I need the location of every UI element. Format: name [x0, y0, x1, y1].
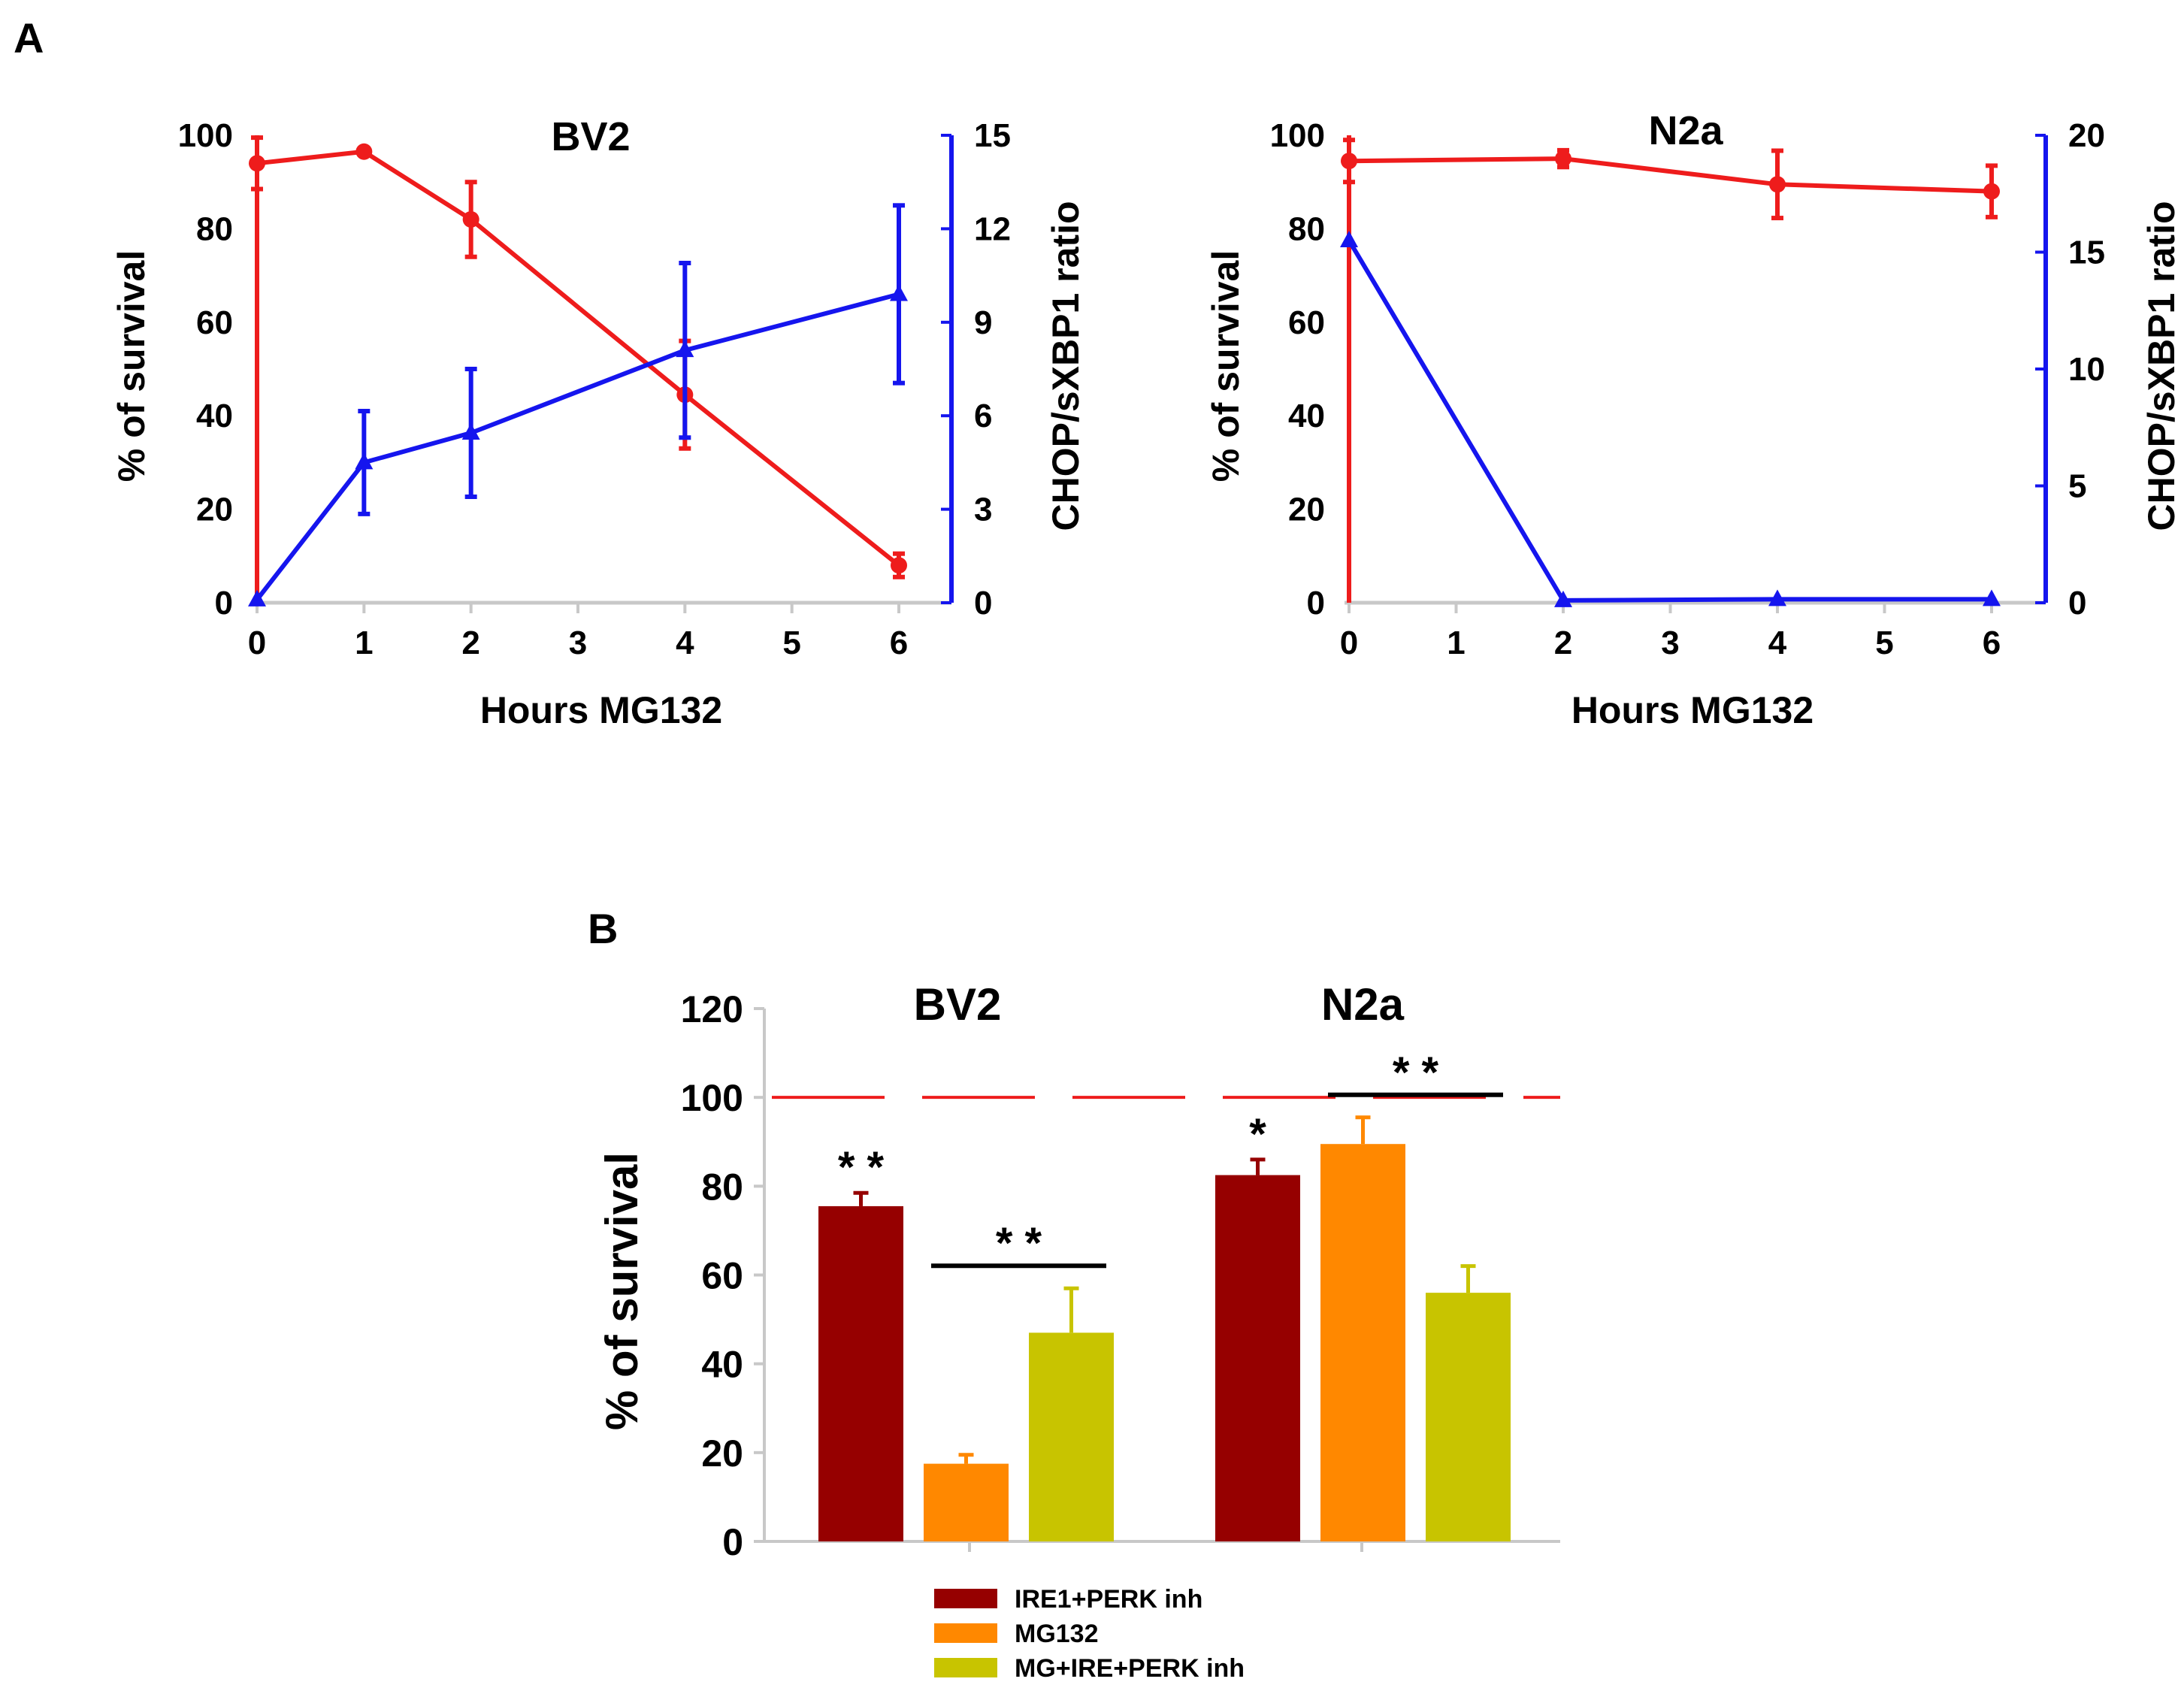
panel-label-a: A	[14, 14, 44, 62]
chart-bv2-y2-tick-label: 9	[974, 304, 992, 341]
chart-n2a-chop-point	[1554, 590, 1572, 607]
chart-bv2-y-tick-label: 100	[178, 117, 233, 154]
chart-n2a-y-tick-label: 80	[1288, 210, 1325, 247]
bar-y-tick-label: 20	[701, 1432, 743, 1475]
chart-n2a-y-tick-label: 40	[1288, 398, 1325, 434]
chart-bv2-chop-point	[461, 423, 480, 440]
legend-swatch-mg-ire-perk	[934, 1658, 997, 1677]
chart-n2a-y-tick-label: 60	[1288, 304, 1325, 341]
chart-n2a-line: N2a Hours MG132 % of survival CHOP/sXBP1…	[1205, 108, 2182, 731]
chart-bv2-y2-tick-label: 0	[974, 585, 992, 622]
chart-n2a-y2-tick-label: 0	[2068, 585, 2086, 622]
chart-bv2-line: BV2 Hours MG132 % of survival CHOP/sXBP1…	[110, 114, 1087, 731]
chart-bv2-y2-tick-label: 6	[974, 398, 992, 434]
chart-bv2-x-tick-label: 4	[676, 625, 694, 661]
chart-bv2-x-tick-label: 2	[461, 625, 479, 661]
chart-bv2-y2-tick-label: 12	[974, 210, 1011, 247]
chart-bv2-y2-tick-label: 3	[974, 492, 992, 528]
chart-n2a-xlabel: Hours MG132	[1571, 689, 1813, 731]
bar-chart-ylabel: % of survival	[597, 1152, 647, 1430]
chart-bv2-survival-point	[891, 557, 907, 574]
chart-bv2-y-tick-label: 60	[196, 304, 233, 341]
panel-label-b: B	[588, 905, 618, 952]
bar-significance-star: * *	[1393, 1048, 1439, 1097]
chart-bv2-y-tick-label: 40	[196, 398, 233, 434]
chart-n2a-y-tick-label: 100	[1270, 117, 1325, 154]
chart-n2a-title: N2a	[1648, 108, 1723, 153]
chart-n2a-chop-point	[1768, 589, 1786, 606]
chart-bv2-chop-point	[676, 340, 694, 358]
chart-bv2-survival-point	[462, 210, 479, 228]
chart-bv2-chop-point	[355, 452, 374, 470]
chart-bv2-y2label: CHOP/sXBP1 ratio	[1045, 201, 1087, 531]
chart-n2a-y-tick-label: 0	[1307, 585, 1325, 622]
chart-n2a-chop-point	[1340, 230, 1358, 247]
bar-y-tick-label: 40	[701, 1344, 743, 1386]
chart-n2a-x-tick-label: 1	[1447, 625, 1465, 661]
chart-bv2-survival-point	[249, 155, 265, 172]
chart-n2a-x-tick-label: 6	[1983, 625, 2001, 661]
chart-bv2-x-tick-label: 1	[355, 625, 373, 661]
bar-bv2-mg-ire-perk-inh	[1029, 1332, 1114, 1541]
bar-group-title-bv2: BV2	[914, 979, 1002, 1030]
bar-n2a-mg-ire-perk-inh	[1426, 1293, 1511, 1541]
chart-bv2-x-tick-label: 0	[248, 625, 266, 661]
chart-bv2-xlabel: Hours MG132	[480, 689, 722, 731]
bar-y-tick-label: 60	[701, 1255, 743, 1297]
legend-label-mg-ire-perk: MG+IRE+PERK inh	[1015, 1654, 1245, 1683]
bar-bv2-ire1-perk-inh	[818, 1205, 903, 1541]
chart-bv2-chop-point	[248, 589, 266, 606]
chart-bv2-ylabel: % of survival	[110, 250, 153, 482]
chart-bv2-y-tick-label: 0	[215, 585, 233, 622]
chart-n2a-y2label: CHOP/sXBP1 ratio	[2140, 201, 2182, 531]
chart-bv2-chop-point	[890, 284, 908, 301]
chart-n2a-survival-point	[1769, 176, 1786, 193]
chart-bv2-y-tick-label: 20	[196, 492, 233, 528]
bar-y-tick-label: 100	[681, 1077, 743, 1119]
chart-n2a-survival-point	[1341, 153, 1357, 170]
chart-bv2-y2-tick-label: 15	[974, 117, 1011, 154]
chart-n2a-chop-line	[1347, 239, 1992, 603]
chart-n2a-x-tick-label: 5	[1875, 625, 1893, 661]
bar-y-tick-label: 0	[722, 1521, 743, 1563]
chart-n2a-survival-point	[1983, 183, 2000, 200]
chart-n2a-y2-tick-label: 20	[2068, 117, 2105, 154]
legend-swatch-mg132	[934, 1623, 997, 1643]
chart-bv2-chop-line	[255, 292, 900, 601]
chart-bv2-title: BV2	[551, 114, 630, 159]
chart-n2a-x-tick-label: 3	[1661, 625, 1679, 661]
chart-bv2-x-tick-label: 5	[782, 625, 800, 661]
legend-label-ire1-perk: IRE1+PERK inh	[1015, 1585, 1202, 1614]
chart-n2a-survival-point	[1555, 150, 1571, 168]
chart-bv2-survival-point	[355, 143, 373, 160]
chart-bv2-y-tick-label: 80	[196, 210, 233, 247]
chart-n2a-y-tick-label: 20	[1288, 492, 1325, 528]
chart-bv2-x-tick-label: 3	[569, 625, 587, 661]
chart-survival-bar: BV2 N2a % of survival 0 20 40 60 80 100 120 * *…	[597, 979, 1560, 1683]
chart-n2a-x-tick-label: 0	[1340, 625, 1358, 661]
chart-n2a-y2-tick-label: 5	[2068, 468, 2086, 505]
legend-swatch-ire1-perk	[934, 1589, 997, 1608]
chart-n2a-ylabel: % of survival	[1205, 250, 1247, 482]
chart-n2a-x-tick-label: 2	[1554, 625, 1572, 661]
bar-y-tick-label: 80	[701, 1166, 743, 1208]
bar-y-tick-label: 120	[681, 988, 743, 1030]
chart-bv2-x-tick-label: 6	[890, 625, 908, 661]
legend-label-mg132: MG132	[1015, 1620, 1099, 1648]
bar-bv2-mg132	[924, 1463, 1009, 1541]
bar-significance-star: * *	[996, 1219, 1042, 1268]
bar-n2a-mg132	[1320, 1144, 1405, 1541]
bar-group-title-n2a: N2a	[1321, 979, 1405, 1030]
chart-bv2-survival-line	[256, 149, 900, 567]
chart-n2a-y2-tick-label: 15	[2068, 234, 2105, 271]
bar-legend: IRE1+PERK inh MG132 MG+IRE+PERK inh	[934, 1585, 1245, 1683]
chart-n2a-x-tick-label: 4	[1768, 625, 1787, 661]
chart-n2a-survival-line	[1348, 156, 1992, 194]
bar-significance-star: *	[1249, 1110, 1266, 1159]
bar-significance-star: * *	[838, 1143, 885, 1192]
bar-n2a-ire1-perk-inh	[1215, 1175, 1300, 1541]
chart-n2a-chop-point	[1983, 589, 2001, 606]
chart-n2a-y2-tick-label: 10	[2068, 351, 2105, 388]
